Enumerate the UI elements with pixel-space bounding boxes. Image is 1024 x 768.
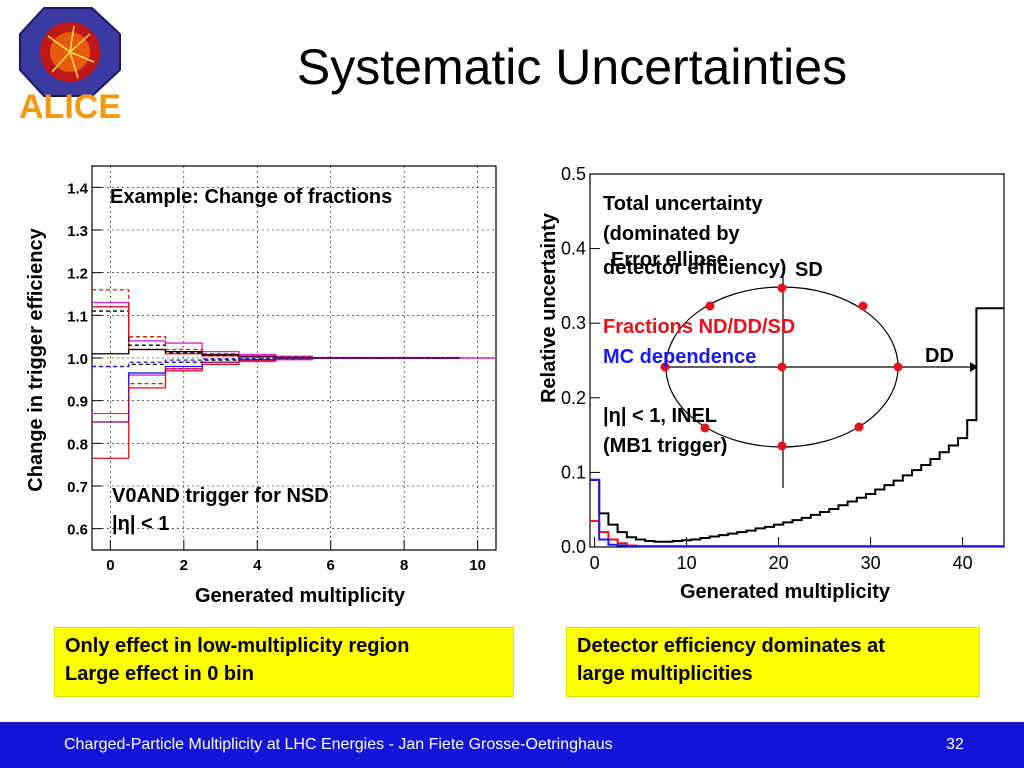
- right-chart: 0 10 20 30 40 0.0 0.1 0.2 0.3 0.4 0.5 Total uncert…: [538, 164, 1005, 603]
- footer-bar: Charged-Particle Multiplicity at LHC Ene…: [0, 722, 1024, 768]
- x-tick-label: 6: [327, 557, 335, 574]
- trigger-label: (MB1 trigger): [603, 435, 727, 457]
- series-line-1: [590, 519, 1004, 548]
- sd-label: SD: [795, 259, 823, 281]
- series-line-1: [92, 357, 496, 415]
- y-tick-label: 0.6: [67, 522, 88, 539]
- left-trigger-label: V0AND trigger for NSD: [112, 485, 329, 507]
- mc-dependence-label: MC dependence: [603, 346, 756, 368]
- left-inset-title: Example: Change of fractions: [110, 186, 392, 208]
- error-ellipse-diagram: [660, 268, 978, 488]
- y-tick-label: 0.0: [561, 537, 586, 557]
- left-note-line1: Only effect in low-multiplicity region: [65, 635, 410, 657]
- left-eta-label: |η| < 1: [112, 513, 169, 535]
- left-chart: 0 2 4 6 8 10 0.6 0.7 0.8 0.9 1.0 1.1 1.2 1.3 1.4 Examp…: [25, 165, 497, 607]
- x-tick-label: 10: [469, 557, 486, 574]
- page-title: Systematic Uncertainties: [296, 39, 848, 95]
- right-note-line2: large multiplicities: [577, 663, 753, 685]
- left-y-axis-label: Change in trigger efficiency: [25, 227, 47, 491]
- series-line-4: [92, 357, 460, 423]
- right-note: Detector efficiency dominates at large m…: [566, 627, 980, 697]
- y-tick-label: 0.9: [67, 394, 88, 411]
- series-line-8: [92, 289, 460, 359]
- series-line-10: [92, 357, 460, 368]
- series-line-6: [92, 310, 460, 359]
- total-uncertainty-line1: Total uncertainty: [603, 193, 764, 215]
- x-tick-label: 8: [400, 557, 408, 574]
- y-tick-label: 0.8: [67, 436, 88, 453]
- y-tick-label: 1.0: [67, 351, 88, 368]
- left-note-line2: Large effect in 0 bin: [65, 663, 254, 685]
- eta-inel-label: |η| < 1, INEL: [603, 405, 717, 427]
- x-tick-label: 4: [253, 557, 262, 574]
- series-line-0: [590, 307, 1004, 543]
- y-tick-label: 0.4: [561, 239, 586, 259]
- fractions-label: Fractions ND/DD/SD: [603, 316, 795, 338]
- x-tick-label: 10: [677, 553, 697, 573]
- y-tick-label: 1.3: [67, 223, 88, 240]
- series-line-7: [92, 357, 460, 368]
- footer-text: Charged-Particle Multiplicity at LHC Ene…: [64, 736, 613, 753]
- x-tick-label: 40: [953, 553, 973, 573]
- y-tick-label: 0.3: [561, 313, 586, 333]
- x-tick-label: 2: [180, 557, 188, 574]
- y-tick-label: 0.1: [561, 462, 586, 482]
- y-tick-label: 0.2: [561, 388, 586, 408]
- y-tick-label: 1.1: [67, 308, 88, 325]
- page-number: 32: [946, 736, 964, 753]
- right-y-axis-label: Relative uncertainty: [538, 212, 560, 403]
- x-tick-label: 0: [590, 553, 600, 573]
- y-tick-label: 1.4: [67, 180, 89, 197]
- x-tick-label: 20: [769, 553, 789, 573]
- alice-logo: ALICE: [8, 4, 132, 126]
- total-uncertainty-line2: (dominated by: [603, 223, 741, 245]
- error-ellipse-label: Error ellipse: [611, 249, 728, 271]
- dd-label: DD: [925, 345, 954, 367]
- right-x-axis-label: Generated multiplicity: [680, 581, 891, 603]
- y-tick-label: 0.5: [561, 164, 586, 184]
- left-x-axis-label: Generated multiplicity: [195, 585, 406, 607]
- y-tick-label: 1.2: [67, 266, 88, 283]
- total-uncertainty-line3: detector efficiency): [603, 257, 786, 279]
- series-line-2: [590, 478, 1004, 548]
- x-tick-label: 30: [861, 553, 881, 573]
- y-tick-label: 0.7: [67, 479, 88, 496]
- right-note-line1: Detector efficiency dominates at: [577, 635, 885, 657]
- logo-text: ALICE: [19, 88, 121, 122]
- left-note: Only effect in low-multiplicity region L…: [54, 627, 514, 697]
- x-tick-label: 0: [106, 557, 114, 574]
